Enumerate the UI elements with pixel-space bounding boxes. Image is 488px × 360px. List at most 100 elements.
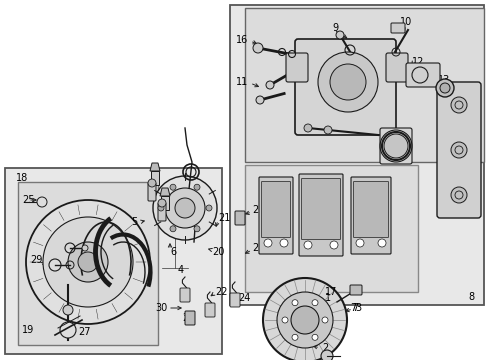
Circle shape — [265, 81, 273, 89]
Text: 2: 2 — [321, 343, 327, 353]
Text: 18: 18 — [16, 173, 28, 183]
Bar — [5, 168, 222, 354]
FancyBboxPatch shape — [390, 23, 404, 33]
Circle shape — [335, 31, 343, 39]
Bar — [151, 171, 159, 185]
Circle shape — [175, 198, 195, 218]
Circle shape — [194, 184, 200, 190]
Bar — [229, 5, 483, 305]
Text: 22: 22 — [215, 287, 227, 297]
Text: 12: 12 — [411, 57, 424, 67]
Circle shape — [194, 226, 200, 232]
FancyBboxPatch shape — [379, 128, 411, 164]
Text: 19: 19 — [22, 325, 34, 335]
Bar — [244, 8, 483, 162]
Text: 11: 11 — [235, 77, 247, 87]
Circle shape — [439, 83, 449, 93]
Circle shape — [43, 217, 133, 307]
FancyBboxPatch shape — [158, 203, 165, 221]
FancyBboxPatch shape — [405, 63, 439, 87]
Circle shape — [148, 179, 156, 187]
Text: 10: 10 — [399, 17, 411, 27]
Circle shape — [321, 317, 327, 323]
Text: 30: 30 — [156, 303, 168, 313]
FancyBboxPatch shape — [229, 293, 240, 307]
Circle shape — [78, 252, 98, 272]
Circle shape — [264, 239, 271, 247]
FancyBboxPatch shape — [184, 311, 195, 325]
Circle shape — [280, 239, 287, 247]
Bar — [18, 182, 158, 345]
Circle shape — [164, 188, 204, 228]
Text: 14: 14 — [299, 113, 312, 123]
Circle shape — [304, 124, 311, 132]
FancyBboxPatch shape — [436, 82, 480, 218]
FancyBboxPatch shape — [235, 211, 244, 225]
Circle shape — [377, 239, 385, 247]
FancyBboxPatch shape — [350, 177, 390, 254]
Text: 8: 8 — [467, 292, 473, 302]
Circle shape — [263, 278, 346, 360]
Circle shape — [158, 199, 165, 207]
Circle shape — [329, 64, 365, 100]
Text: 3: 3 — [354, 303, 360, 313]
Circle shape — [68, 242, 108, 282]
Circle shape — [82, 245, 88, 251]
Circle shape — [324, 126, 331, 134]
Text: 4: 4 — [178, 265, 184, 275]
Text: 7: 7 — [349, 303, 356, 313]
Circle shape — [170, 184, 176, 190]
Circle shape — [153, 176, 217, 240]
Text: 24: 24 — [238, 293, 250, 303]
Circle shape — [320, 350, 332, 360]
Text: 28: 28 — [65, 243, 77, 253]
FancyBboxPatch shape — [298, 174, 342, 256]
Text: 26: 26 — [182, 313, 194, 323]
Text: 16: 16 — [235, 35, 247, 45]
FancyBboxPatch shape — [148, 183, 156, 201]
Bar — [244, 165, 417, 292]
FancyBboxPatch shape — [261, 181, 290, 238]
Circle shape — [63, 305, 73, 315]
Text: 5: 5 — [130, 217, 137, 227]
Circle shape — [276, 292, 332, 348]
FancyBboxPatch shape — [385, 53, 407, 82]
Circle shape — [311, 300, 317, 306]
Text: 20: 20 — [212, 247, 224, 257]
Text: 1: 1 — [325, 293, 330, 303]
Text: 6: 6 — [170, 247, 176, 257]
Text: 13: 13 — [437, 75, 449, 85]
Text: 17: 17 — [325, 287, 337, 297]
Circle shape — [158, 205, 163, 211]
Text: 29: 29 — [30, 255, 42, 265]
Circle shape — [26, 200, 150, 324]
FancyBboxPatch shape — [259, 177, 292, 254]
FancyBboxPatch shape — [204, 303, 215, 317]
FancyBboxPatch shape — [180, 288, 190, 302]
Circle shape — [450, 97, 466, 113]
Text: 9: 9 — [331, 23, 337, 33]
Polygon shape — [150, 163, 160, 171]
FancyBboxPatch shape — [294, 39, 395, 135]
FancyBboxPatch shape — [301, 179, 340, 239]
Circle shape — [317, 52, 377, 112]
Circle shape — [170, 226, 176, 232]
Circle shape — [205, 205, 212, 211]
Circle shape — [450, 142, 466, 158]
Circle shape — [37, 197, 47, 207]
Text: 26: 26 — [251, 205, 264, 215]
Text: 21: 21 — [218, 213, 230, 223]
Circle shape — [282, 317, 287, 323]
Text: 7: 7 — [351, 303, 358, 313]
Text: 27: 27 — [78, 327, 90, 337]
Circle shape — [60, 322, 76, 338]
Circle shape — [290, 306, 318, 334]
Circle shape — [355, 239, 363, 247]
Bar — [161, 196, 169, 210]
Text: 23: 23 — [251, 243, 264, 253]
Text: 25: 25 — [22, 195, 35, 205]
Circle shape — [383, 134, 407, 158]
Circle shape — [291, 334, 297, 340]
FancyBboxPatch shape — [349, 285, 361, 295]
Circle shape — [450, 187, 466, 203]
